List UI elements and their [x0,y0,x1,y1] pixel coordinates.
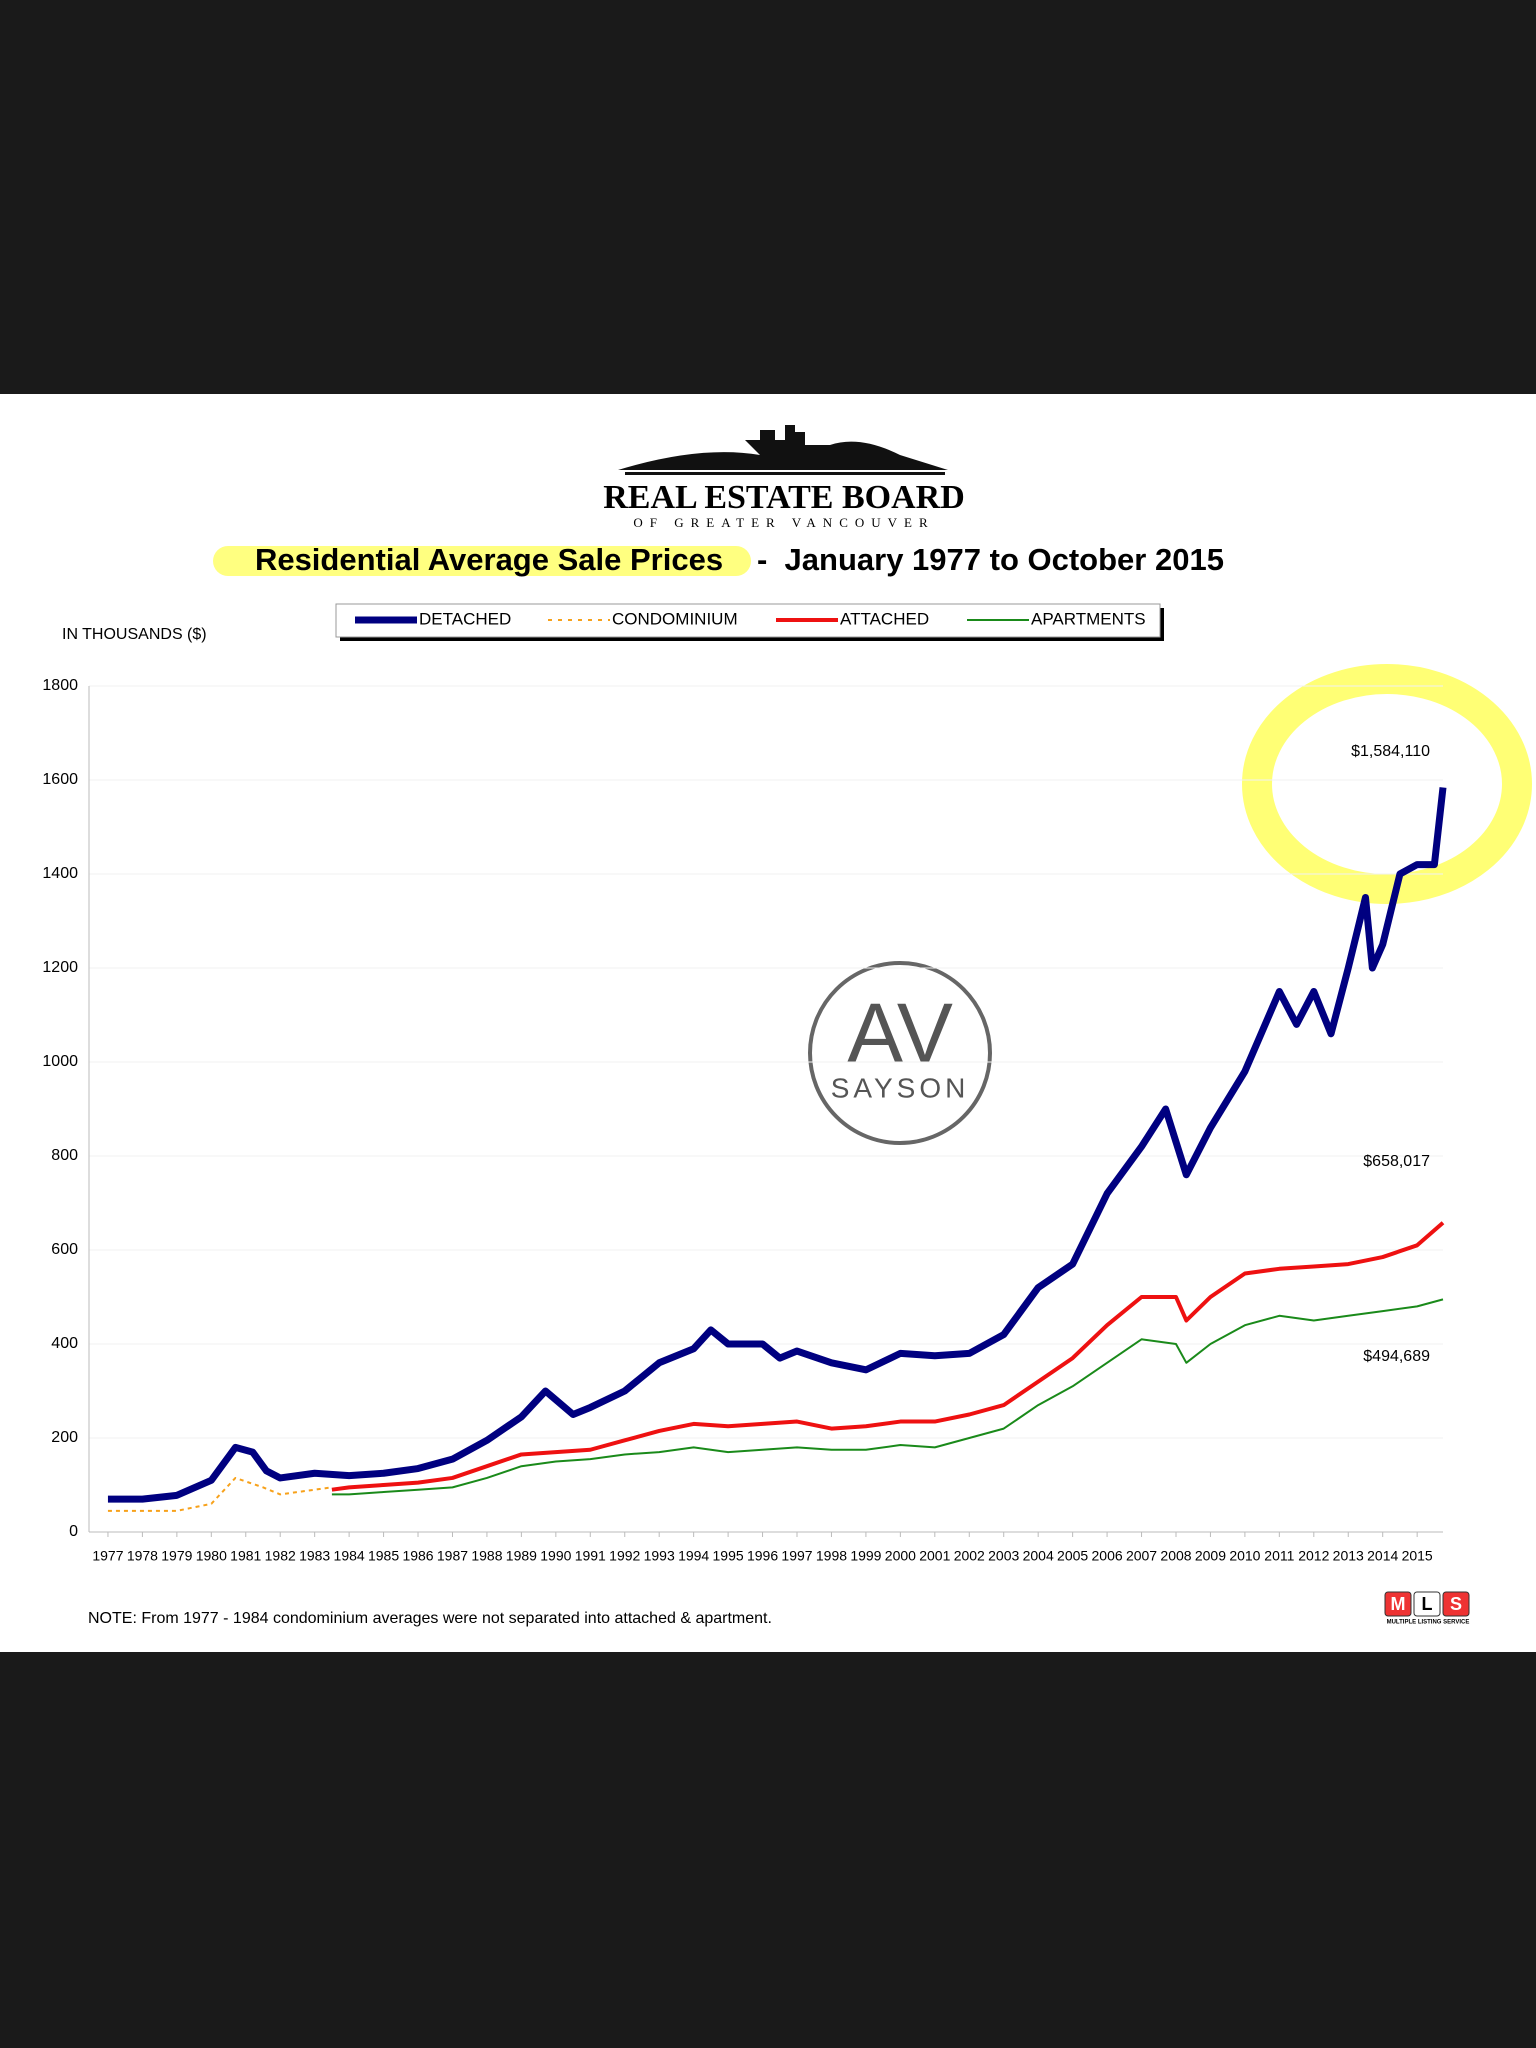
y-tick-label: 1400 [42,865,78,882]
y-tick-label: 1200 [42,959,78,976]
x-tick-label: 1986 [402,1548,433,1564]
x-tick-label: 2009 [1195,1548,1226,1564]
y-tick-label: 800 [51,1147,78,1164]
x-tick-label: 1991 [575,1548,606,1564]
chart-title: Residential Average Sale Prices [255,542,723,577]
logo-letter: M [1391,1594,1406,1614]
legend-label: DETACHED [419,609,511,628]
x-tick-label: 1983 [299,1548,330,1564]
x-tick-label: 1992 [609,1548,640,1564]
chart-subtitle: - January 1977 to October 2015 [757,542,1224,577]
y-axis-label: IN THOUSANDS ($) [62,626,207,643]
logo-letter: L [1422,1594,1433,1614]
x-tick-label: 1990 [540,1548,571,1564]
y-tick-label: 1000 [42,1053,78,1070]
logo-tile [1413,1591,1441,1617]
x-tick-label: 1999 [850,1548,881,1564]
x-tick-label: 2011 [1264,1548,1294,1564]
x-tick-label: 1982 [265,1548,296,1564]
logo-tile [1384,1591,1412,1617]
slide [0,394,1536,1652]
y-tick-label: 1600 [42,771,78,788]
x-tick-label: 2010 [1229,1548,1260,1564]
x-tick-label: 2005 [1057,1548,1088,1564]
org-subname: OF GREATER VANCOUVER [633,515,934,530]
org-name: REAL ESTATE BOARD [603,479,965,516]
skyline-logo [618,425,948,475]
x-tick-label: 2001 [919,1548,950,1564]
series-line [107,1476,333,1512]
watermark-initials: AV [847,986,953,1080]
y-tick-label: 200 [51,1429,78,1446]
series-line [331,1298,1444,1496]
note: NOTE: From 1977 - 1984 condominium avera… [88,1610,772,1627]
legend-label: APARTMENTS [1031,609,1146,628]
x-tick-label: 1998 [816,1548,847,1564]
x-tick-label: 1978 [127,1548,158,1564]
annotation: $1,584,110 [1351,743,1430,760]
x-tick-label: 2015 [1402,1548,1433,1564]
x-tick-label: 2014 [1367,1548,1398,1564]
x-tick-label: 2012 [1298,1548,1329,1564]
x-tick-label: 1987 [437,1548,468,1564]
y-tick-label: 600 [51,1241,78,1258]
series-line [331,1221,1445,1492]
x-tick-label: 1989 [506,1548,537,1564]
x-tick-label: 2002 [954,1548,985,1564]
x-tick-label: 2000 [885,1548,916,1564]
highlight-circle [1242,664,1532,904]
x-tick-label: 1997 [781,1548,812,1564]
watermark: AV SAYSON [808,961,992,1145]
x-tick-label: 1981 [230,1548,261,1564]
mls-logo: M L S MULTIPLE LISTING SERVICE [1384,1591,1470,1626]
x-tick-label: 1984 [334,1548,365,1564]
x-tick-label: 2003 [988,1548,1019,1564]
x-tick-label: 1980 [196,1548,227,1564]
logo-caption: MULTIPLE LISTING SERVICE [1387,1620,1470,1626]
y-tick-label: 400 [51,1335,78,1352]
x-tick-label: 1995 [713,1548,744,1564]
y-tick-label: 0 [69,1523,78,1540]
x-tick-label: 1988 [471,1548,502,1564]
x-tick-label: 1993 [644,1548,675,1564]
y-tick-label: 1800 [42,677,78,694]
x-tick-label: 2004 [1023,1548,1054,1564]
series-line [107,787,1447,1503]
logo-tile [1442,1591,1470,1617]
annotation: $658,017 [1363,1153,1430,1170]
x-tick-label: 1996 [747,1548,778,1564]
annotation: $494,689 [1363,1348,1430,1365]
logo-letter: S [1450,1594,1462,1614]
legend-label: CONDOMINIUM [612,609,738,628]
x-tick-label: 2008 [1160,1548,1191,1564]
x-tick-label: 2006 [1092,1548,1123,1564]
x-tick-label: 2007 [1126,1548,1157,1564]
watermark-name: SAYSON [831,1072,970,1103]
x-tick-label: 1994 [678,1548,709,1564]
legend-label: ATTACHED [840,609,929,628]
x-tick-label: 1985 [368,1548,399,1564]
x-tick-label: 1977 [92,1548,123,1564]
x-tick-label: 1979 [161,1548,192,1564]
title-highlight [213,546,751,576]
x-tick-label: 2013 [1333,1548,1364,1564]
